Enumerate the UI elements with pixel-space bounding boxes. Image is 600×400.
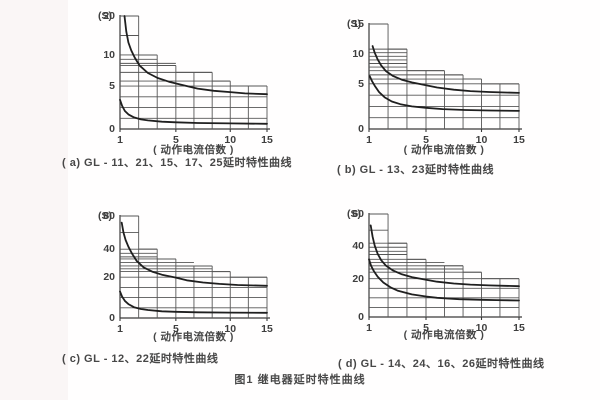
x-tick-label-b: 15 [513, 134, 525, 146]
x-axis-title-b: ( 动作电流倍数 ) [403, 144, 485, 156]
chart-caption-b: ( b) GL - 13、23延时特性曲线 [337, 164, 494, 176]
y-tick-label-a: 10 [103, 48, 115, 61]
upper-limit-curve-c [120, 221, 268, 287]
x-tick-label-c: 1 [117, 323, 123, 335]
lower-limit-curve-c [119, 290, 268, 314]
x-tick-label-d: 15 [513, 322, 525, 334]
x-tick-label-b: 5 [423, 134, 429, 146]
upper-limit-curve-a [123, 15, 268, 96]
y-unit-label-d: (S) [347, 208, 361, 220]
lower-limit-curve-d [368, 258, 520, 302]
chart-caption-a: ( a) GL - 11、21、15、17、25延时特性曲线 [62, 157, 292, 169]
x-axis-title-a: ( 动作电流倍数 ) [153, 144, 234, 156]
y-tick-label-a: 20 [103, 10, 115, 22]
x-tick-label-a: 5 [172, 134, 179, 146]
x-tick-label-a: 1 [117, 134, 123, 146]
y-tick-label-c: 40 [103, 243, 115, 256]
upper-limit-curve-d [369, 224, 520, 288]
figure-caption: 图1 继电器延时特性曲线 [234, 374, 366, 386]
y-tick-label-a: 5 [109, 80, 115, 93]
y-unit-label-a: (S) [98, 10, 112, 22]
y-tick-label-c: 80 [103, 210, 115, 222]
y-tick-label-b: 10 [352, 47, 364, 60]
upper-limit-curve-b [371, 45, 520, 94]
y-tick-label-c: 20 [103, 271, 115, 284]
x-tick-label-d: 10 [475, 322, 488, 334]
x-tick-label-b: 10 [475, 134, 488, 146]
y-tick-label-b: 0 [358, 123, 364, 135]
chart-caption-c: ( c) GL - 12、22延时特性曲线 [62, 353, 219, 365]
x-tick-label-c: 15 [261, 323, 273, 335]
y-tick-label-b: 5 [358, 77, 364, 90]
y-tick-label-c: 0 [109, 312, 115, 324]
x-tick-label-d: 1 [366, 322, 372, 334]
y-tick-label-a: 0 [109, 123, 115, 135]
x-tick-label-a: 15 [261, 134, 273, 146]
y-unit-label-b: (S) [347, 18, 361, 30]
y-tick-label-b: 15 [352, 18, 364, 30]
chart-caption-d: ( d) GL - 14、24、16、26延时特性曲线 [338, 358, 545, 370]
x-tick-label-d: 5 [423, 322, 429, 334]
x-tick-label-a: 10 [224, 134, 237, 146]
y-unit-label-c: (S) [98, 210, 112, 222]
lower-limit-curve-b [368, 75, 520, 112]
y-tick-label-d: 20 [352, 272, 364, 285]
x-tick-label-b: 1 [366, 134, 372, 146]
scanned-page-background [68, 0, 600, 400]
x-axis-title-c: ( 动作电流倍数 ) [153, 331, 234, 343]
x-tick-label-c: 5 [172, 323, 179, 335]
y-tick-label-d: 0 [358, 311, 364, 323]
x-axis-title-d: ( 动作电流倍数 ) [403, 329, 485, 341]
y-tick-label-d: 60 [352, 208, 364, 220]
lower-limit-curve-a [119, 98, 268, 125]
x-tick-label-c: 10 [224, 323, 237, 335]
y-tick-label-d: 40 [352, 240, 364, 253]
